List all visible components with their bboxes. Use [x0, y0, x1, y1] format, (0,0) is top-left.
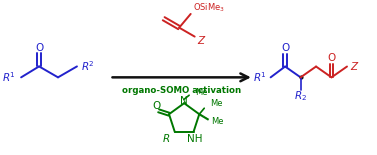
Text: O: O [35, 42, 43, 53]
Text: organo-SOMO activation: organo-SOMO activation [122, 86, 241, 95]
Text: O: O [327, 53, 336, 63]
Text: Me: Me [195, 88, 208, 97]
Text: $\mathit{R}_2$: $\mathit{R}_2$ [294, 89, 307, 103]
Text: R: R [162, 134, 170, 144]
Text: Me: Me [211, 117, 224, 126]
Text: O: O [153, 101, 161, 111]
Text: O: O [281, 43, 289, 53]
Text: OSiMe$_3$: OSiMe$_3$ [193, 2, 225, 14]
Text: Z: Z [350, 62, 357, 71]
Text: NH: NH [187, 134, 202, 144]
Text: $\mathit{R}^1$: $\mathit{R}^1$ [2, 71, 16, 84]
Text: N: N [180, 96, 188, 106]
Text: $\mathit{R}^1$: $\mathit{R}^1$ [253, 71, 267, 84]
Text: Me: Me [210, 99, 223, 108]
Text: Z: Z [198, 35, 205, 46]
Text: $\mathit{R}^2$: $\mathit{R}^2$ [81, 60, 95, 73]
